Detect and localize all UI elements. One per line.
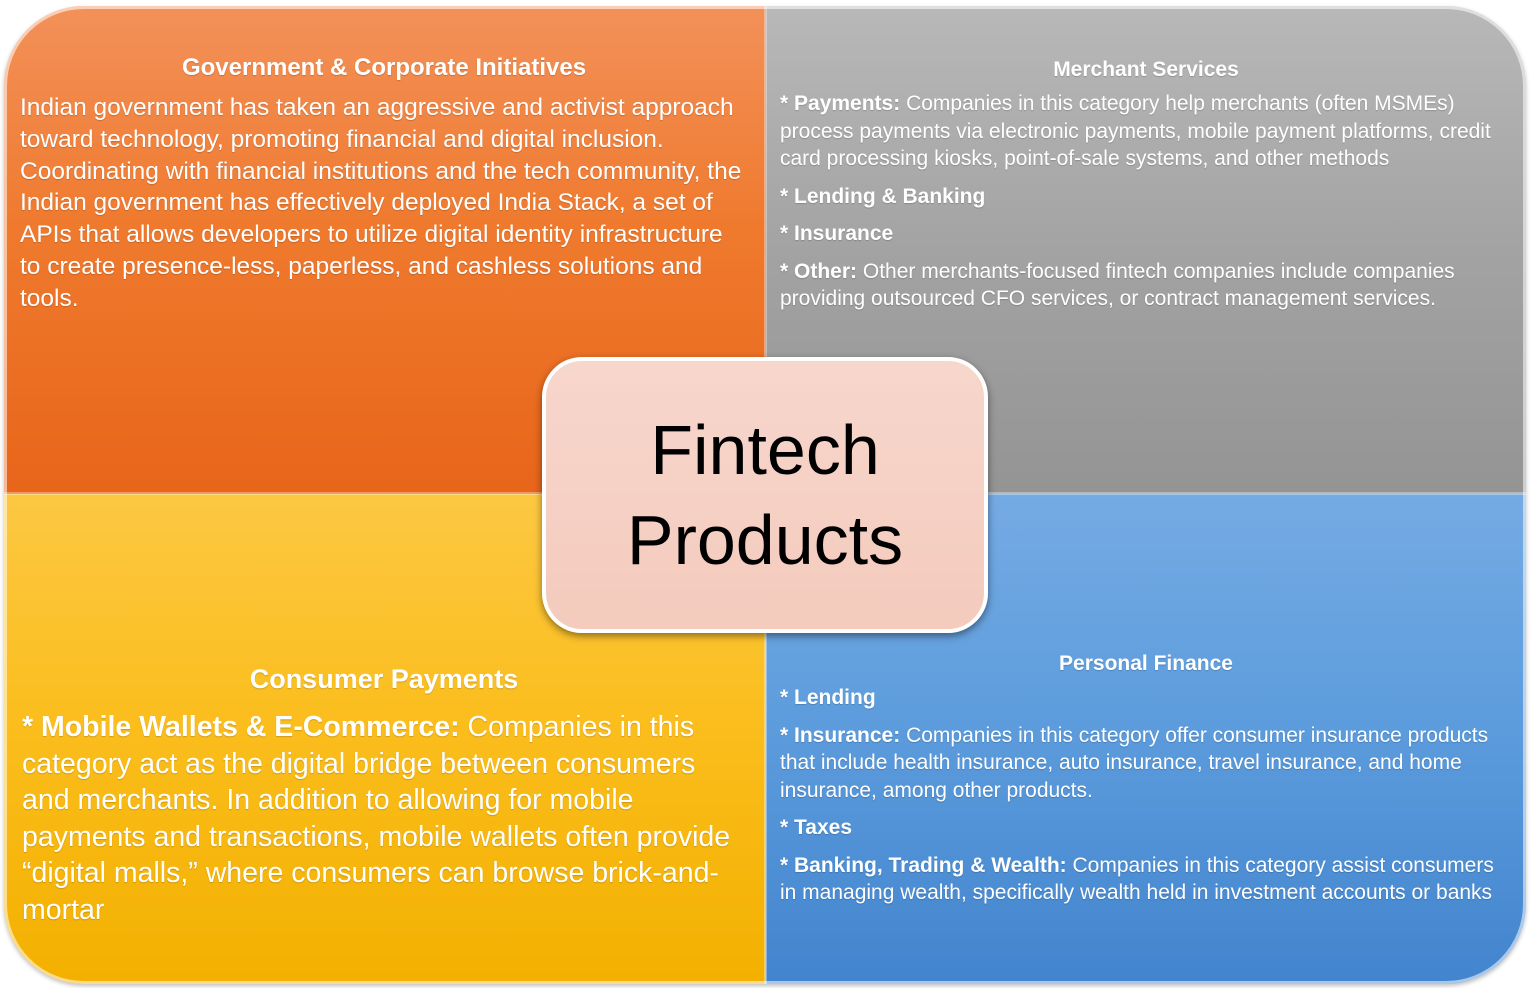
- item-label: * Lending & Banking: [780, 184, 986, 208]
- item-label: * Insurance:: [780, 723, 901, 747]
- quadrant-title: Merchant Services: [1053, 58, 1239, 81]
- quadrant-merchant-services: Merchant Services * Payments: Companies …: [766, 6, 1526, 494]
- item-text: Companies in this category help merchant…: [780, 92, 1491, 170]
- quadrant-body: Indian government has taken an aggressiv…: [20, 94, 742, 312]
- list-item: * Lending: [780, 684, 1512, 712]
- item-label: * Payments:: [780, 92, 901, 115]
- quadrant-body: * Mobile Wallets & E-Commerce: Companies…: [22, 709, 746, 928]
- item-label: * Mobile Wallets & E-Commerce:: [22, 711, 460, 743]
- item-label: * Other:: [780, 259, 858, 283]
- item-label: * Banking, Trading & Wealth:: [780, 853, 1067, 877]
- list-item: * Insurance: Companies in this category …: [780, 722, 1512, 805]
- item-text: Companies in this category act as the di…: [22, 711, 731, 926]
- quadrant-government-corporate: Government & Corporate Initiatives India…: [4, 6, 766, 494]
- item-label: * Taxes: [780, 816, 852, 839]
- quadrant-title: Personal Finance: [1059, 652, 1233, 675]
- list-item: * Other: Other merchants-focused fintech…: [780, 258, 1512, 313]
- list-item: * Taxes: [780, 814, 1512, 842]
- list-item: * Lending & Banking: [780, 183, 1512, 211]
- center-title-box: Fintech Products: [542, 357, 988, 633]
- item-label: * Lending: [780, 686, 876, 709]
- center-title-line-1: Fintech: [650, 411, 880, 489]
- quadrant-consumer-payments: Consumer Payments * Mobile Wallets & E-C…: [4, 494, 766, 984]
- center-title-line-2: Products: [626, 501, 904, 579]
- item-text: Other merchants-focused fintech companie…: [780, 259, 1455, 311]
- quadrant-title: Consumer Payments: [249, 664, 519, 694]
- list-item: * Banking, Trading & Wealth: Companies i…: [780, 852, 1512, 907]
- list-item: * Payments: Companies in this category h…: [780, 90, 1512, 173]
- quadrant-title: Government & Corporate Initiatives: [181, 54, 587, 81]
- center-title: Fintech Products: [627, 405, 903, 585]
- item-text: Companies in this category offer consume…: [780, 723, 1489, 802]
- item-label: * Insurance: [780, 222, 894, 245]
- list-item: * Insurance: [780, 220, 1512, 248]
- item-text: Companies in this category assist consum…: [780, 853, 1494, 905]
